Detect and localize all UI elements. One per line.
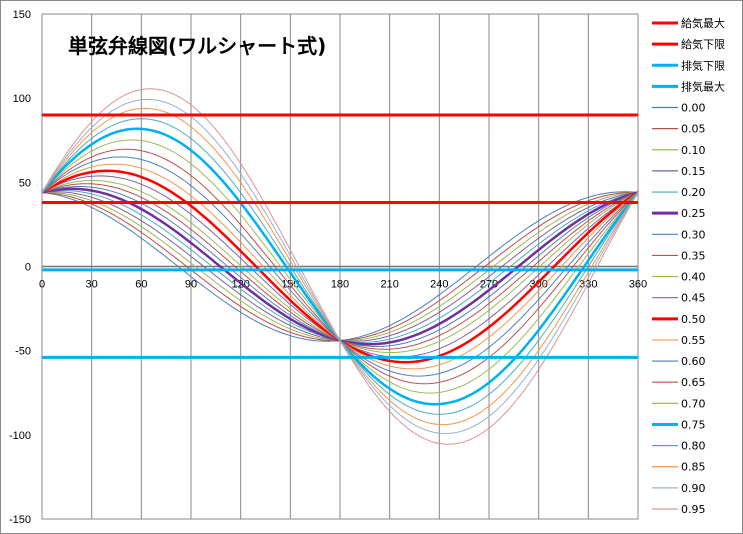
legend-label: 0.00 xyxy=(681,102,706,115)
x-tick-label: 30 xyxy=(86,279,98,291)
legend-label: 0.30 xyxy=(681,228,706,241)
chart-title: 単弦弁線図(ワルシャート式) xyxy=(68,34,326,58)
y-tick-label: -150 xyxy=(9,514,31,526)
y-tick-label: 50 xyxy=(19,177,31,189)
x-tick-label: 60 xyxy=(135,279,147,291)
x-tick-label: 330 xyxy=(579,279,597,291)
x-tick-label: 210 xyxy=(380,279,398,291)
y-tick-label: 0 xyxy=(25,262,31,274)
legend-label: 0.15 xyxy=(681,165,706,178)
legend-label: 0.65 xyxy=(681,376,706,389)
legend-label: 排気下限 xyxy=(681,58,725,72)
legend-label: 0.75 xyxy=(681,418,706,431)
y-tick-label: 100 xyxy=(13,93,31,105)
x-tick-label: 90 xyxy=(185,279,197,291)
x-tick-label: 0 xyxy=(39,279,45,291)
x-tick-label: 360 xyxy=(629,279,647,291)
y-tick-label: -100 xyxy=(9,430,31,442)
legend-label: 給気下限 xyxy=(681,37,725,51)
legend-label: 0.25 xyxy=(681,207,706,220)
series-line-0.95 xyxy=(41,88,639,445)
legend-label: 0.05 xyxy=(681,123,706,136)
legend-label: 0.35 xyxy=(681,249,706,262)
legend-label: 0.20 xyxy=(681,186,706,199)
legend-label: 排気最大 xyxy=(681,79,725,93)
legend-label: 0.50 xyxy=(681,313,706,326)
legend-label: 0.10 xyxy=(681,144,706,157)
legend-label: 0.60 xyxy=(681,355,706,368)
legend-label: 0.70 xyxy=(681,397,706,410)
x-tick-label: 240 xyxy=(430,279,448,291)
legend-label: 0.45 xyxy=(681,292,706,305)
y-tick-label: -50 xyxy=(15,346,31,358)
legend-label: 0.95 xyxy=(681,503,706,516)
legend-label: 0.55 xyxy=(681,334,706,347)
x-tick-label: 180 xyxy=(331,279,349,291)
legend-label: 0.85 xyxy=(681,461,706,474)
legend-label: 0.80 xyxy=(681,440,706,453)
y-tick-label: 150 xyxy=(13,9,31,21)
legend-label: 0.90 xyxy=(681,482,706,495)
legend-label: 0.40 xyxy=(681,271,706,284)
legend-label: 給気最大 xyxy=(681,16,725,30)
